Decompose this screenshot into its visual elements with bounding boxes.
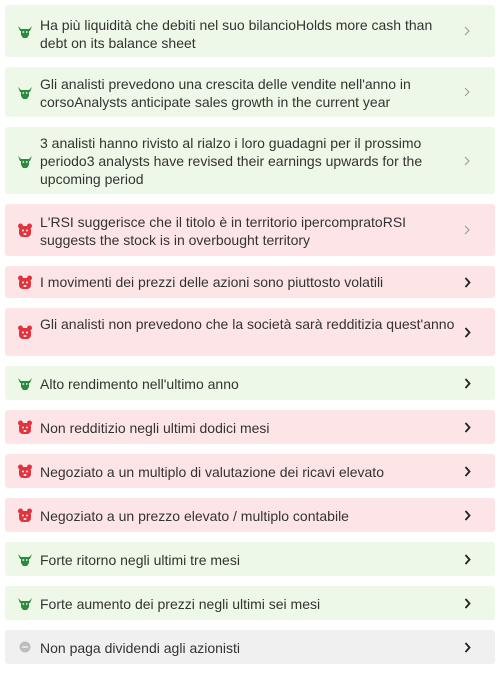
chevron-right-icon — [463, 597, 471, 609]
bear-icon — [17, 222, 33, 238]
chevron-right-icon — [463, 86, 471, 98]
chevron-right-icon — [463, 326, 471, 338]
insight-text: Gli analisti prevedono una crescita dell… — [40, 76, 411, 110]
insight-card[interactable]: Non redditizio negli ultimi dodici mesi — [5, 410, 495, 444]
chevron-right-icon — [463, 421, 471, 433]
insight-text: Ha più liquidità che debiti nel suo bila… — [40, 17, 433, 51]
insight-card[interactable]: 3 analisti hanno rivisto al rialzo i lor… — [5, 127, 495, 194]
insight-text: Forte ritorno negli ultimi tre mesi — [40, 552, 240, 568]
insight-card[interactable]: Negoziato a un prezzo elevato / multiplo… — [5, 498, 495, 532]
bull-icon — [17, 23, 33, 39]
bear-icon — [17, 507, 33, 523]
insight-card[interactable]: Forte aumento dei prezzi negli ultimi se… — [5, 586, 495, 620]
insight-text: 3 analisti hanno rivisto al rialzo i lor… — [40, 135, 423, 187]
insight-text: Non redditizio negli ultimi dodici mesi — [40, 420, 270, 436]
insight-card[interactable]: Gli analisti non prevedono che la societ… — [5, 308, 495, 356]
bull-icon — [17, 84, 33, 100]
bear-icon — [17, 463, 33, 479]
chevron-right-icon — [463, 553, 471, 565]
insight-card[interactable]: Forte ritorno negli ultimi tre mesi — [5, 542, 495, 576]
chevron-right-icon — [463, 509, 471, 521]
chevron-right-icon — [463, 155, 471, 167]
chevron-right-icon — [463, 465, 471, 477]
bear-icon — [17, 274, 33, 290]
bull-icon — [17, 595, 33, 611]
chevron-right-icon — [463, 641, 471, 653]
bull-icon — [17, 375, 33, 391]
insight-card[interactable]: L'RSI suggerisce che il titolo è in terr… — [5, 204, 495, 256]
chevron-right-icon — [463, 25, 471, 37]
insight-card[interactable]: I movimenti dei prezzi delle azioni sono… — [5, 266, 495, 298]
chevron-right-icon — [463, 377, 471, 389]
insight-card[interactable]: Alto rendimento nell'ultimo anno — [5, 366, 495, 400]
insight-card[interactable]: Non paga dividendi agli azionisti — [5, 630, 495, 664]
bear-icon — [17, 419, 33, 435]
insight-text: L'RSI suggerisce che il titolo è in terr… — [40, 214, 407, 248]
chevron-right-icon — [463, 276, 471, 288]
insight-card[interactable]: Negoziato a un multiplo di valutazione d… — [5, 454, 495, 488]
bull-icon — [17, 153, 33, 169]
insight-card[interactable]: Ha più liquidità che debiti nel suo bila… — [5, 5, 495, 57]
chevron-right-icon — [463, 224, 471, 236]
insight-text: Alto rendimento nell'ultimo anno — [40, 376, 239, 392]
insight-text: Negoziato a un multiplo di valutazione d… — [40, 464, 384, 480]
bear-icon — [17, 324, 33, 340]
insight-text: I movimenti dei prezzi delle azioni sono… — [40, 274, 384, 290]
insight-text: Forte aumento dei prezzi negli ultimi se… — [40, 596, 321, 612]
insight-text: Non paga dividendi agli azionisti — [40, 640, 241, 656]
neutral-dot-icon — [17, 639, 33, 655]
insight-card[interactable]: Gli analisti prevedono una crescita dell… — [5, 67, 495, 117]
bull-icon — [17, 551, 33, 567]
insight-text: Gli analisti non prevedono che la societ… — [40, 316, 455, 332]
insight-text: Negoziato a un prezzo elevato / multiplo… — [40, 508, 349, 524]
